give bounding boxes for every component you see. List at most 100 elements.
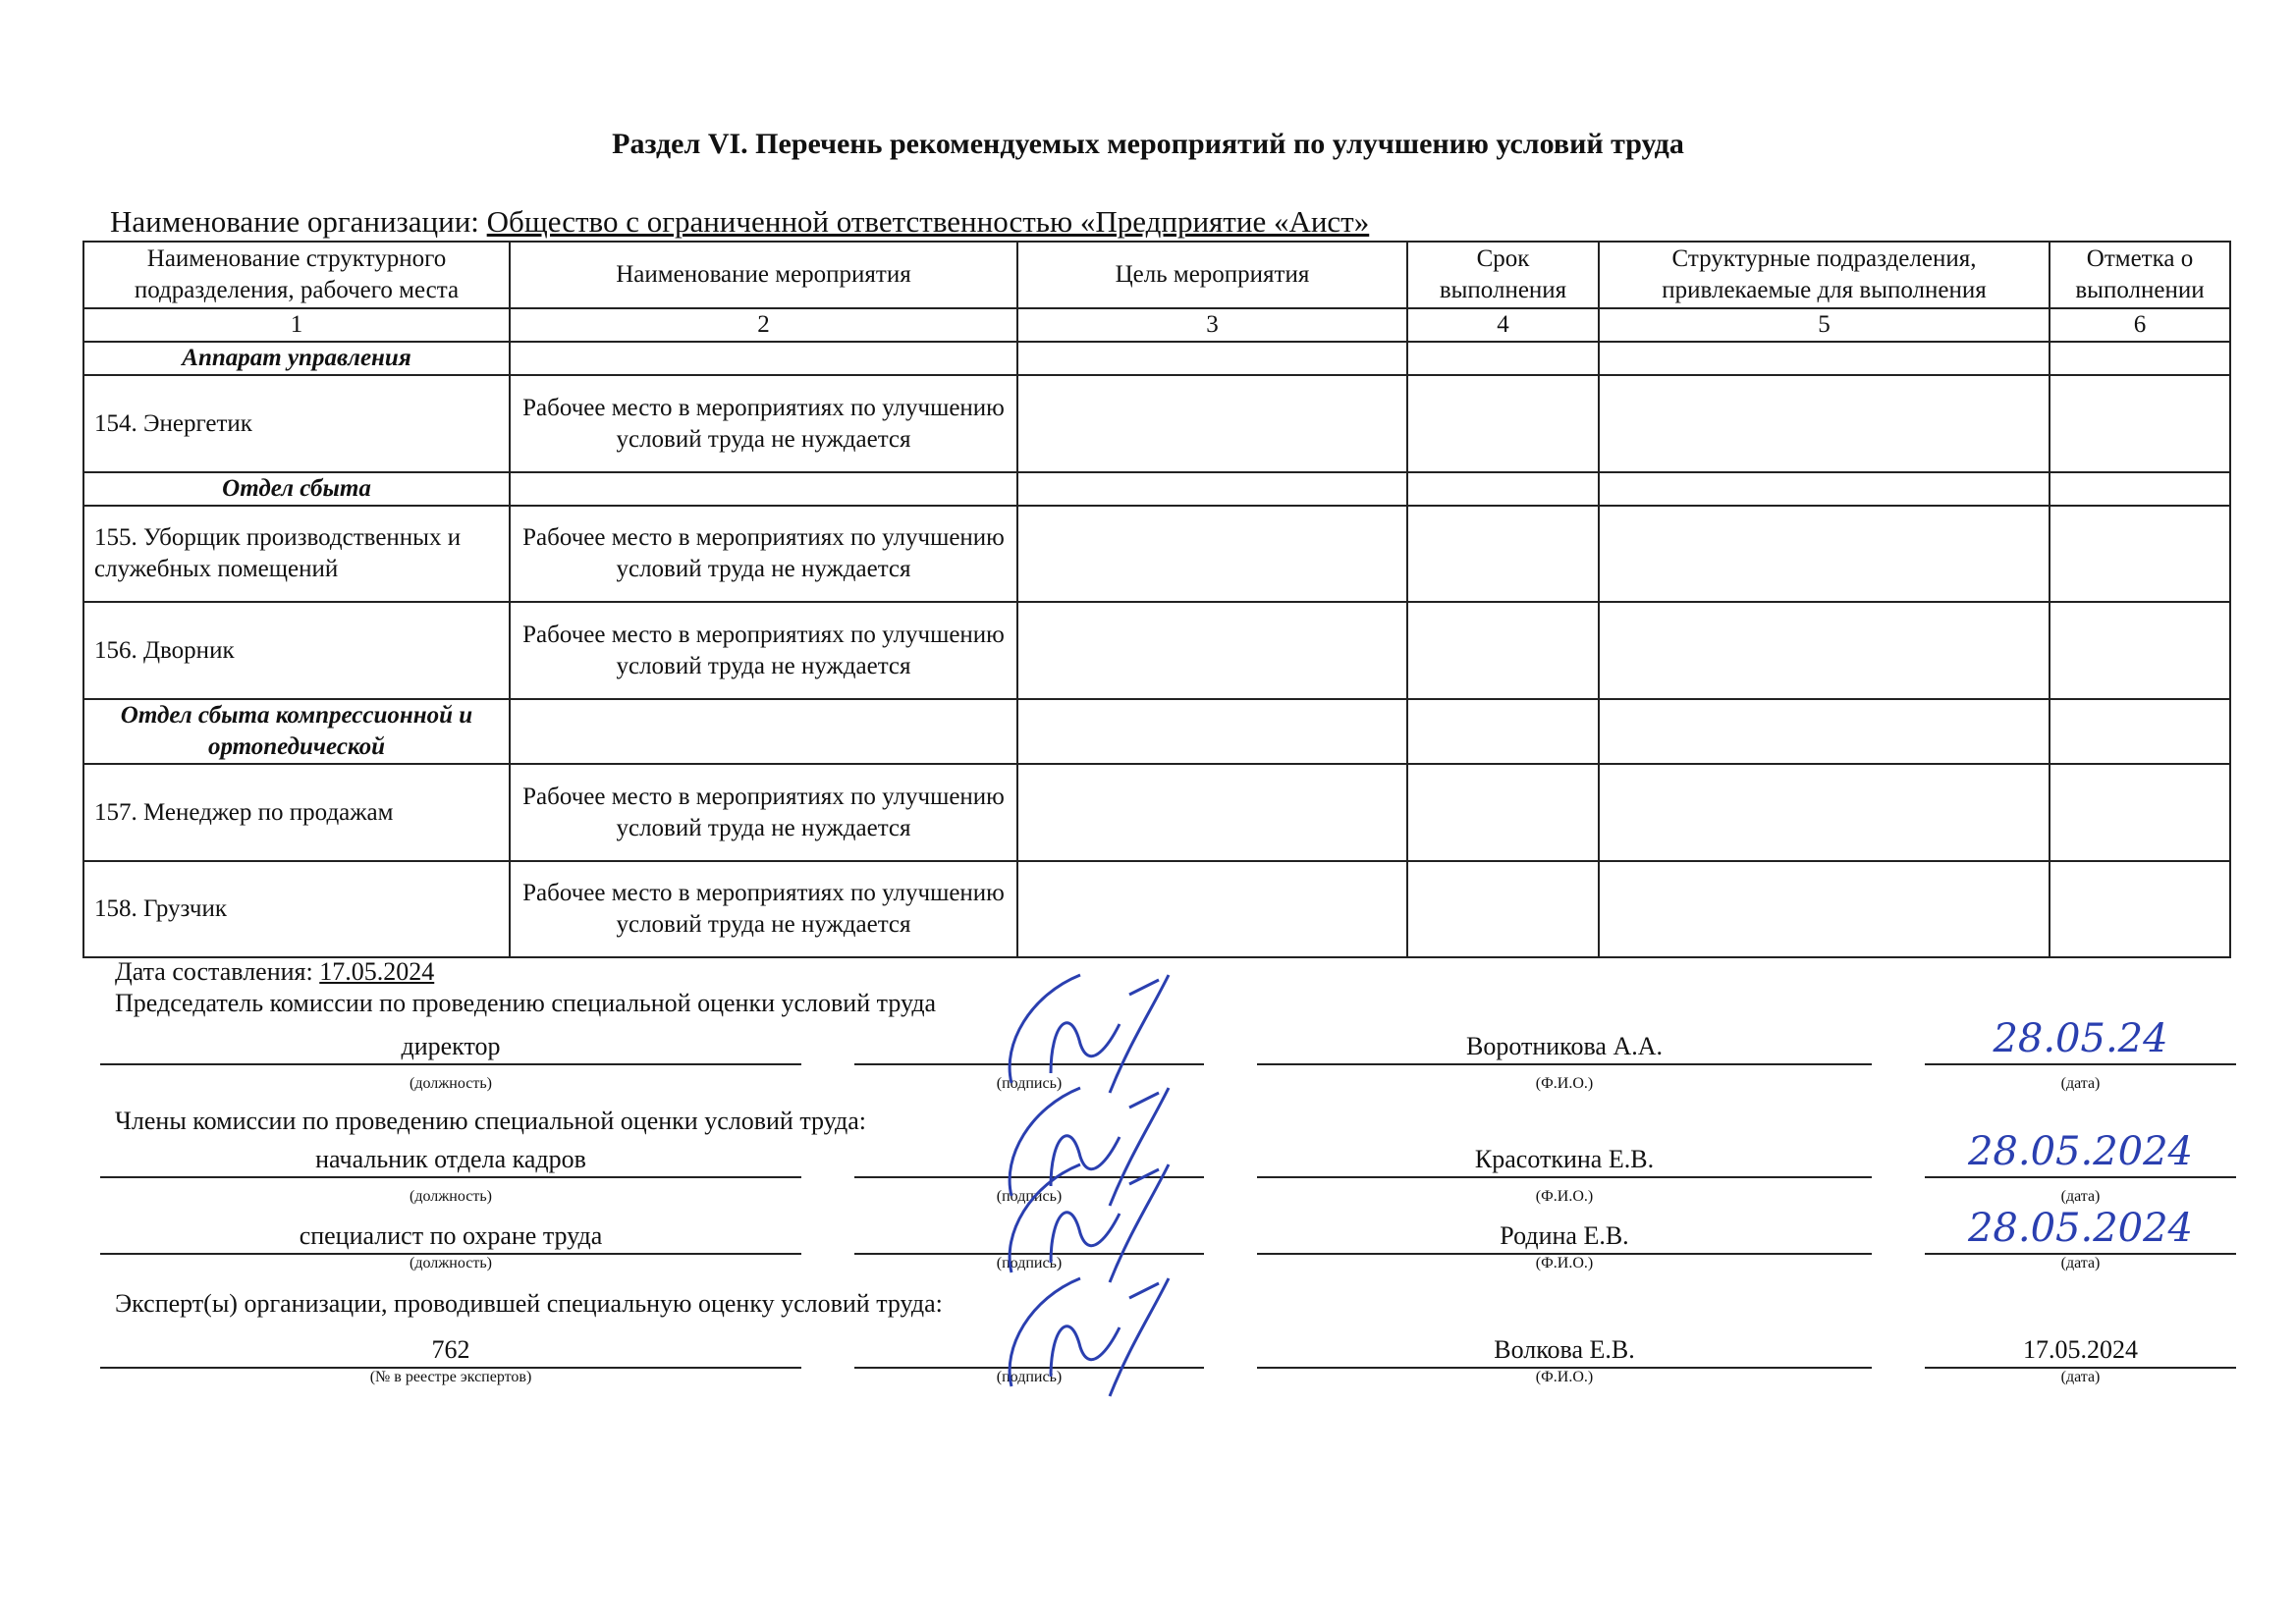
empty-cell bbox=[1598, 601, 2050, 700]
members-label: Члены комиссии по проведению специальной… bbox=[115, 1107, 867, 1135]
signer-position: 762 bbox=[431, 1335, 470, 1364]
handwritten-signature bbox=[1008, 1086, 1171, 1207]
caption-fio: (Ф.И.О.) bbox=[1535, 1369, 1594, 1385]
measure-name: Рабочее место в мероприятиях по улучшени… bbox=[509, 374, 1018, 473]
signature-line bbox=[1925, 1063, 2236, 1065]
signature-line bbox=[100, 1176, 801, 1178]
experts-label: Эксперт(ы) организации, проводившей спец… bbox=[115, 1289, 943, 1318]
header-cell: Наименование мероприятия bbox=[509, 241, 1018, 309]
signature-line bbox=[1257, 1176, 1872, 1178]
column-number-row: 1 2 3 4 5 6 bbox=[82, 307, 2231, 343]
table-row: 157. Менеджер по продажам Рабочее место в… bbox=[82, 763, 2231, 862]
empty-cell bbox=[2049, 341, 2231, 376]
empty-cell bbox=[1598, 698, 2050, 765]
empty-cell bbox=[1406, 471, 1600, 507]
empty-cell bbox=[1598, 763, 2050, 862]
empty-cell bbox=[1406, 601, 1600, 700]
signature-line bbox=[100, 1063, 801, 1065]
column-number: 2 bbox=[509, 307, 1018, 343]
empty-cell bbox=[1598, 471, 2050, 507]
section-name: Аппарат управления bbox=[82, 341, 511, 376]
empty-cell bbox=[1016, 341, 1408, 376]
caption-date: (дата) bbox=[2060, 1188, 2101, 1205]
empty-cell bbox=[1406, 698, 1600, 765]
signer-position: директор bbox=[401, 1032, 501, 1060]
date-value: 17.05.2024 bbox=[319, 957, 435, 986]
signature-line bbox=[854, 1367, 1204, 1369]
caption-signature: (подпись) bbox=[996, 1255, 1063, 1271]
header-row: Наименование структурного подразделения,… bbox=[82, 241, 2231, 309]
empty-cell bbox=[2049, 698, 2231, 765]
section-row: Отдел сбыта компрессионной и ортопедичес… bbox=[82, 698, 2231, 765]
caption-fio: (Ф.И.О.) bbox=[1535, 1075, 1594, 1092]
workplace-name: 158. Грузчик bbox=[82, 860, 511, 958]
measure-name: Рабочее место в мероприятиях по улучшени… bbox=[509, 601, 1018, 700]
empty-cell bbox=[1016, 860, 1408, 958]
caption-fio: (Ф.И.О.) bbox=[1535, 1188, 1594, 1205]
header-cell: Срок выполнения bbox=[1406, 241, 1600, 309]
caption-date: (дата) bbox=[2060, 1075, 2101, 1092]
handwritten-signature bbox=[1008, 1276, 1171, 1397]
section-name: Отдел сбыта компрессионной и ортопедичес… bbox=[82, 698, 511, 765]
column-number: 1 bbox=[82, 307, 511, 343]
empty-cell bbox=[1406, 860, 1600, 958]
caption-date: (дата) bbox=[2060, 1369, 2101, 1385]
empty-cell bbox=[1598, 341, 2050, 376]
section-row: Аппарат управления bbox=[82, 341, 2231, 376]
signature-line bbox=[1925, 1367, 2236, 1369]
empty-cell bbox=[509, 698, 1018, 765]
workplace-name: 155. Уборщик производственных и служебны… bbox=[82, 505, 511, 603]
empty-cell bbox=[2049, 374, 2231, 473]
section-name: Отдел сбыта bbox=[82, 471, 511, 507]
signer-fio: Волкова Е.В. bbox=[1494, 1335, 1635, 1364]
section-row: Отдел сбыта bbox=[82, 471, 2231, 507]
column-number: 6 bbox=[2049, 307, 2231, 343]
caption-date: (дата) bbox=[2060, 1255, 2101, 1271]
empty-cell bbox=[1016, 471, 1408, 507]
signer-position: начальник отдела кадров bbox=[315, 1145, 586, 1173]
date-line: Дата составления: 17.05.2024 bbox=[115, 957, 434, 987]
empty-cell bbox=[1406, 763, 1600, 862]
signature-line bbox=[100, 1253, 801, 1255]
workplace-name: 156. Дворник bbox=[82, 601, 511, 700]
empty-cell bbox=[1016, 601, 1408, 700]
empty-cell bbox=[1598, 505, 2050, 603]
signature-line bbox=[1257, 1253, 1872, 1255]
handwritten-signature bbox=[1008, 1163, 1171, 1283]
column-number: 5 bbox=[1598, 307, 2050, 343]
empty-cell bbox=[1598, 860, 2050, 958]
signature-line bbox=[854, 1253, 1204, 1255]
organization-line: Наименование организации: Общество с огр… bbox=[110, 204, 1369, 240]
column-number: 3 bbox=[1016, 307, 1408, 343]
page-title: Раздел VI. Перечень рекомендуемых меропр… bbox=[612, 128, 1684, 160]
signature-line bbox=[1925, 1176, 2236, 1178]
signature-line bbox=[100, 1367, 801, 1369]
caption-position: (должность) bbox=[410, 1188, 492, 1205]
signature-line bbox=[1257, 1367, 1872, 1369]
caption-signature: (подпись) bbox=[996, 1075, 1063, 1092]
signature-line bbox=[1925, 1253, 2236, 1255]
signature-line bbox=[1257, 1063, 1872, 1065]
empty-cell bbox=[1406, 341, 1600, 376]
caption-signature: (подпись) bbox=[996, 1188, 1063, 1205]
signer-date: 28.05.2024 bbox=[1967, 1129, 2194, 1174]
signer-date: 17.05.2024 bbox=[2023, 1335, 2138, 1364]
table-row: 158. Грузчик Рабочее место в мероприятиях… bbox=[82, 860, 2231, 958]
caption-fio: (Ф.И.О.) bbox=[1535, 1255, 1594, 1271]
table-row: 155. Уборщик производственных и служебны… bbox=[82, 505, 2231, 603]
caption-signature: (подпись) bbox=[996, 1369, 1063, 1385]
handwritten-signature bbox=[1008, 973, 1171, 1094]
empty-cell bbox=[1016, 763, 1408, 862]
measures-table: Наименование структурного подразделения,… bbox=[82, 241, 2231, 958]
signer-position: специалист по охране труда bbox=[299, 1221, 603, 1250]
header-cell: Отметка о выполнении bbox=[2049, 241, 2231, 309]
measure-name: Рабочее место в мероприятиях по улучшени… bbox=[509, 505, 1018, 603]
signature-line bbox=[854, 1176, 1204, 1178]
empty-cell bbox=[1016, 374, 1408, 473]
empty-cell bbox=[2049, 763, 2231, 862]
empty-cell bbox=[509, 341, 1018, 376]
empty-cell bbox=[509, 471, 1018, 507]
signer-date: 28.05.2024 bbox=[1967, 1206, 2194, 1251]
measure-name: Рабочее место в мероприятиях по улучшени… bbox=[509, 860, 1018, 958]
empty-cell bbox=[1406, 374, 1600, 473]
